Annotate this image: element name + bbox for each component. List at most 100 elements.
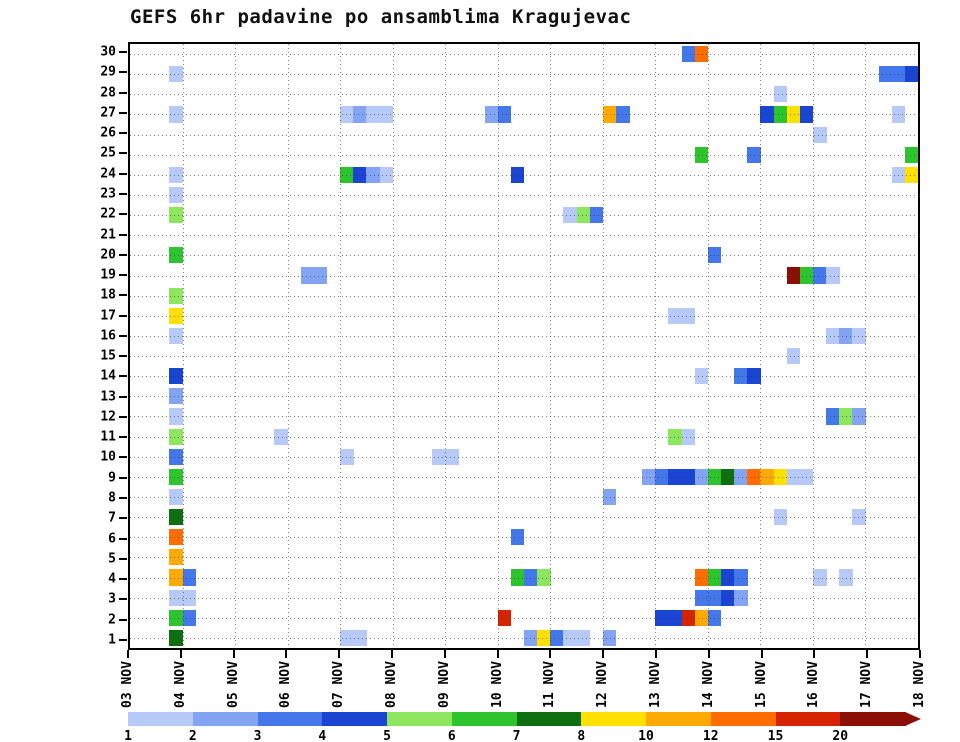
y-axis-label: 6 [108,531,116,547]
x-tick [179,650,182,658]
heatmap-cell [169,569,184,586]
x-tick [391,650,393,658]
y-tick [119,517,127,520]
gridline-horizontal [130,174,918,176]
x-axis-label: 05 NOV [225,661,241,708]
y-axis-label: 23 [100,186,116,202]
gridline-horizontal [130,356,918,358]
y-tick [119,375,127,378]
x-tick [549,650,552,658]
y-axis-label: 5 [108,551,116,567]
colorbar-segment [710,712,776,726]
heatmap-cell [826,267,840,284]
gridline-horizontal [130,517,918,519]
y-tick [119,132,127,135]
colorbar-label: 3 [253,729,262,742]
y-tick [119,71,127,74]
heatmap-cell [786,267,801,284]
x-tick [655,650,657,658]
y-axis-label: 2 [108,612,116,628]
heatmap-cell [510,569,525,586]
y-tick [119,638,127,641]
gridline-vertical [182,44,184,648]
heatmap-cell [182,609,197,626]
x-tick [443,650,446,658]
y-tick [119,274,127,277]
heatmap-cell [721,569,735,586]
gridline-horizontal [130,114,918,116]
colorbar-label: 5 [383,729,391,742]
gridline-horizontal [130,436,918,438]
gridline-vertical [655,44,657,648]
colorbar-label: 10 [638,729,654,742]
colorbar-label: 12 [702,729,719,742]
y-axis-label: 21 [100,227,116,243]
x-tick [919,650,921,658]
colorbar-segment [387,712,453,726]
gridline-horizontal [130,476,918,478]
gridline-horizontal [130,235,918,237]
y-axis-label: 26 [100,125,116,141]
y-axis-label: 1 [108,632,116,648]
colorbar-segment [516,712,582,726]
gridline-vertical [497,44,499,648]
y-tick [119,598,127,601]
colorbar: 1 2 3 4 5 6 7 8 10 12 15 20 [124,712,928,742]
heatmap-cell [812,267,827,284]
x-tick [338,650,341,658]
x-axis-label: 16 NOV [806,661,822,708]
x-axis-label: 15 NOV [753,661,769,708]
chart-title: GEFS 6hr padavine po ansamblima Kragujev… [130,6,632,28]
gridline-horizontal [130,416,918,418]
y-tick [119,618,127,621]
x-axis-label: 08 NOV [384,661,399,708]
heatmap-cell [169,307,184,324]
gridline-horizontal [130,275,918,277]
y-axis-label: 22 [100,206,116,222]
x-axis-label: 12 NOV [595,661,611,708]
y-axis-label: 25 [100,145,116,161]
y-axis-label: 24 [100,166,116,182]
x-axis-label: 09 NOV [436,661,452,708]
gridline-horizontal [130,195,918,196]
y-axis-label: 13 [100,389,116,405]
gridline-horizontal [130,637,918,639]
x-tick [707,650,710,658]
gridline-horizontal [130,315,918,317]
gridline-horizontal [130,335,918,337]
y-axis-label: 4 [108,571,116,587]
y-tick [119,578,127,581]
colorbar-label: 7 [512,729,521,742]
y-tick [119,355,127,358]
gridline-horizontal [130,396,918,398]
y-axis-label: 16 [100,328,116,344]
gridline-horizontal [130,94,918,96]
heatmap-cell [694,609,709,626]
colorbar-segment [192,712,258,726]
heatmap-cell [524,569,538,586]
x-axis-label: 18 NOV [912,661,927,708]
gridline-horizontal [130,617,918,619]
x-tick [496,650,499,658]
gridline-horizontal [130,557,918,559]
x-axis-label: 11 NOV [542,661,558,708]
y-axis-label: 28 [100,85,116,101]
x-axis-label: 03 NOV [120,661,135,708]
heatmap-cell [169,488,184,506]
heatmap-cell [734,569,748,586]
heatmap-cell [169,186,184,204]
gridline-horizontal [130,154,918,156]
y-tick [119,233,127,236]
gridline-vertical [865,44,867,648]
heatmap-cell [799,267,814,284]
y-axis-label: 30 [100,44,116,60]
gridline-horizontal [130,134,918,136]
x-axis-label: 06 NOV [278,661,294,708]
gridline-horizontal [130,255,918,257]
y-axis-label: 14 [100,368,116,384]
heatmap-cell [839,569,853,586]
y-axis-label: 3 [108,591,116,607]
x-tick [127,650,129,658]
colorbar-arrow [905,712,921,726]
colorbar-label: 6 [447,729,456,742]
